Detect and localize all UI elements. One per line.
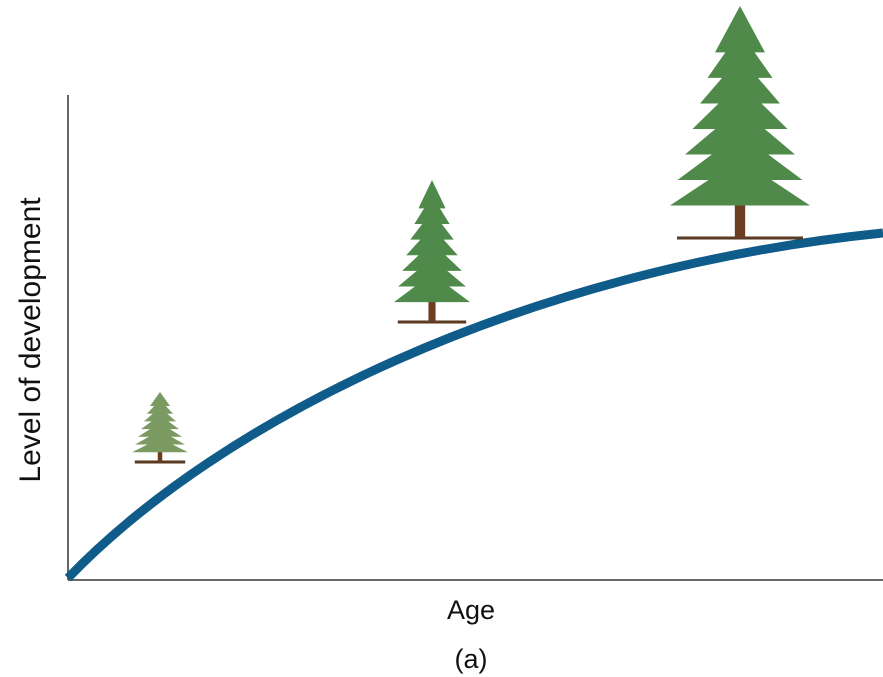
tree xyxy=(670,6,810,238)
growth-curve xyxy=(68,233,883,578)
y-axis-label: Level of development xyxy=(14,197,47,483)
page: Level of development Age (a) (() => { co… xyxy=(0,0,883,677)
x-axis-label: Age xyxy=(447,595,495,625)
tree xyxy=(132,392,188,462)
foliage xyxy=(394,274,470,302)
tree xyxy=(394,180,470,322)
trees xyxy=(132,6,810,462)
foliage xyxy=(132,438,188,452)
diagram: Level of development Age (a) xyxy=(0,0,883,677)
caption: (a) xyxy=(455,644,488,674)
foliage xyxy=(670,159,810,205)
